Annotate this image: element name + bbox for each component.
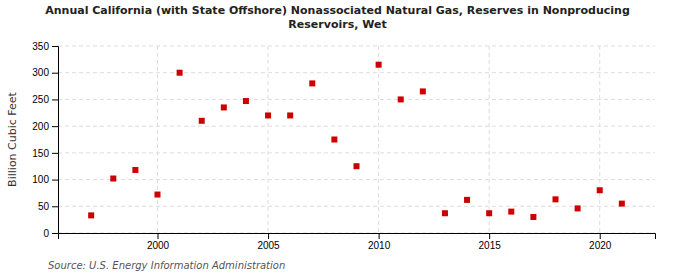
tick-mark: [52, 206, 58, 207]
point: [398, 96, 404, 102]
chart: Annual California (with State Offshore) …: [0, 0, 675, 275]
tick-mark: [52, 153, 58, 154]
points: [88, 62, 625, 220]
point: [132, 167, 138, 173]
point: [331, 137, 337, 143]
x-axis: 2000 2005 2010 2015 2020: [59, 233, 656, 251]
grid-line: [58, 99, 655, 100]
tick-label: 250: [32, 94, 49, 105]
point: [376, 62, 382, 68]
tick-label: 200: [32, 121, 49, 132]
grid-line: [489, 46, 490, 233]
tick: 250: [32, 94, 58, 105]
tick-label: 2005: [257, 240, 280, 251]
point: [243, 98, 249, 104]
grid-line: [58, 126, 655, 127]
point: [619, 201, 625, 207]
title: Annual California (with State Offshore) …: [45, 4, 630, 31]
tick-label: 2015: [479, 240, 502, 251]
grid-line: [58, 72, 655, 73]
point: [354, 163, 360, 169]
tick-label: 2010: [368, 240, 391, 251]
tick: 150: [32, 148, 58, 159]
tick: 2000: [147, 233, 170, 251]
tick-mark: [158, 233, 159, 239]
grid-line: [58, 179, 655, 180]
tick-label: 350: [32, 41, 49, 52]
tick-mark: [52, 46, 58, 47]
tick-mark: [489, 233, 490, 239]
point: [221, 104, 227, 110]
axis-line: [59, 234, 656, 240]
tick-mark: [52, 126, 58, 127]
plot: 2000 2005 2010 2015 2020 0 50 100 150 200 250 300 35…: [32, 41, 655, 251]
point: [464, 197, 470, 203]
tick-label: 2020: [589, 240, 612, 251]
point: [508, 209, 514, 215]
tick: 100: [32, 174, 58, 185]
point: [110, 176, 116, 182]
tick-label: 0: [43, 228, 49, 239]
tick-label: 300: [32, 67, 49, 78]
grid-line: [157, 46, 158, 233]
tick-mark: [268, 233, 269, 239]
tick: 2020: [589, 233, 612, 251]
tick: 2005: [257, 233, 280, 251]
point: [486, 210, 492, 216]
point: [287, 112, 293, 118]
tick: 2010: [368, 233, 391, 251]
tick-label: 50: [38, 201, 50, 212]
tick-mark: [600, 233, 601, 239]
tick: 50: [38, 201, 58, 212]
point: [155, 192, 161, 198]
grid-line: [58, 46, 655, 47]
grid-line: [58, 206, 655, 207]
tick: 300: [32, 67, 58, 78]
y-axis-title: Billion Cubic Feet: [6, 91, 19, 186]
point: [177, 70, 183, 76]
tick: 350: [32, 41, 58, 52]
point: [309, 80, 315, 86]
point: [597, 187, 603, 193]
tick-label: 2000: [147, 240, 170, 251]
title-line: Annual California (with State Offshore) …: [45, 4, 630, 17]
y-axis: 0 50 100 150 200 250 300 350: [32, 41, 58, 239]
tick: 0: [43, 228, 58, 239]
point: [553, 196, 559, 202]
point: [199, 118, 205, 124]
axis-line: [52, 47, 59, 234]
point: [442, 210, 448, 216]
source: Source: U.S. Energy Information Administ…: [48, 260, 285, 271]
tick: 200: [32, 121, 58, 132]
grid-line: [58, 152, 655, 153]
point: [530, 214, 536, 220]
point: [575, 205, 581, 211]
tick: 2015: [479, 233, 502, 251]
tick-mark: [52, 73, 58, 74]
tick-label: 150: [32, 148, 49, 159]
point: [420, 88, 426, 94]
point: [265, 112, 271, 118]
grid-line: [599, 46, 600, 233]
title-line: Reservoirs, Wet: [288, 18, 386, 31]
point: [88, 212, 94, 218]
grid: [58, 46, 655, 233]
tick-mark: [52, 233, 58, 234]
tick-mark: [52, 99, 58, 100]
tick-mark: [379, 233, 380, 239]
tick-mark: [52, 180, 58, 181]
grid-line: [268, 46, 269, 233]
tick-label: 100: [32, 174, 49, 185]
grid-line: [378, 46, 379, 233]
